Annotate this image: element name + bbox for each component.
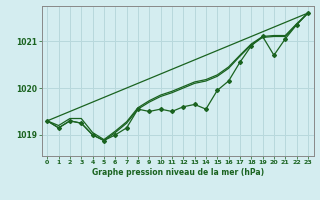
X-axis label: Graphe pression niveau de la mer (hPa): Graphe pression niveau de la mer (hPa) [92, 168, 264, 177]
